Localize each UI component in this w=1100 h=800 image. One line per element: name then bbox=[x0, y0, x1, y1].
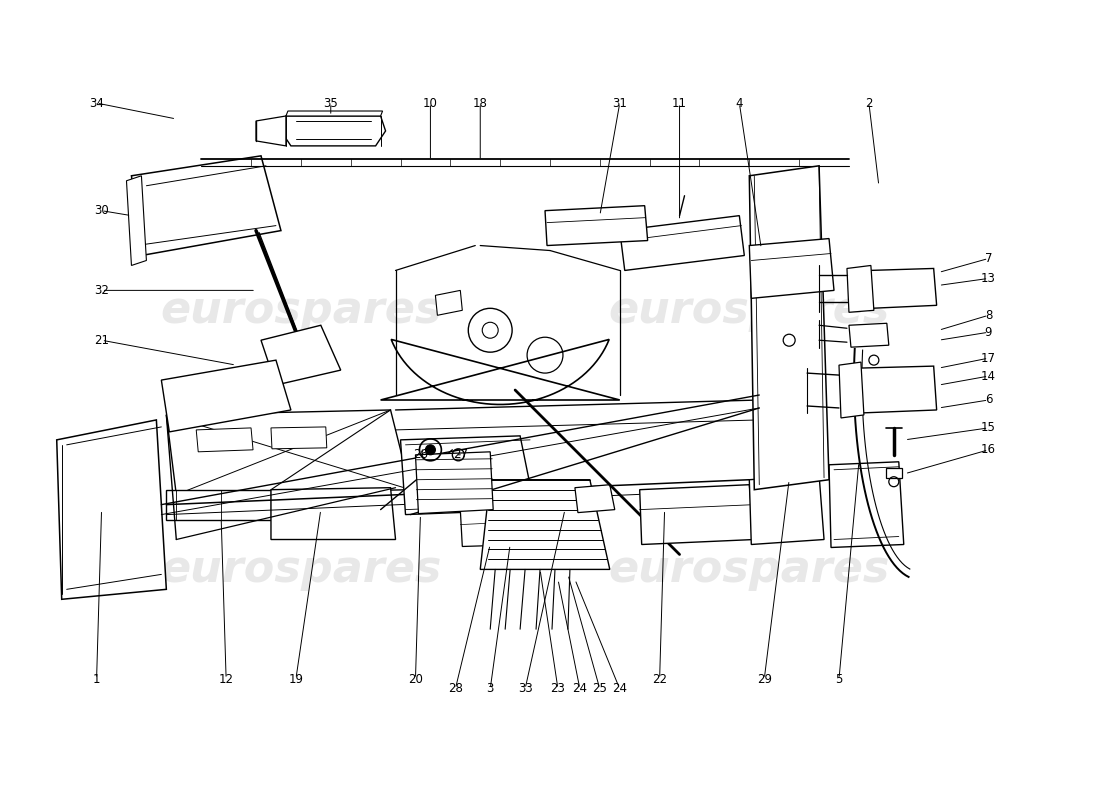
Polygon shape bbox=[575, 485, 615, 513]
Polygon shape bbox=[271, 427, 327, 449]
Text: 15: 15 bbox=[981, 422, 996, 434]
Text: 8: 8 bbox=[984, 309, 992, 322]
Text: 25: 25 bbox=[593, 682, 607, 695]
Text: 4: 4 bbox=[736, 97, 744, 110]
Polygon shape bbox=[400, 436, 535, 514]
Polygon shape bbox=[869, 269, 937, 308]
Text: 12: 12 bbox=[219, 673, 233, 686]
Polygon shape bbox=[829, 462, 904, 547]
Text: eurospares: eurospares bbox=[608, 289, 890, 332]
Polygon shape bbox=[381, 339, 619, 405]
Polygon shape bbox=[849, 323, 889, 347]
Text: 32: 32 bbox=[95, 284, 109, 297]
Text: 13: 13 bbox=[981, 272, 996, 285]
Text: eurospares: eurospares bbox=[161, 548, 441, 591]
Polygon shape bbox=[196, 428, 253, 452]
Polygon shape bbox=[749, 166, 829, 490]
Polygon shape bbox=[460, 508, 525, 546]
Text: 27: 27 bbox=[453, 448, 468, 462]
Polygon shape bbox=[544, 206, 648, 246]
Polygon shape bbox=[132, 156, 280, 255]
Polygon shape bbox=[749, 474, 824, 545]
Text: 6: 6 bbox=[984, 394, 992, 406]
Text: 34: 34 bbox=[89, 97, 104, 110]
Polygon shape bbox=[286, 111, 383, 116]
Text: eurospares: eurospares bbox=[608, 548, 890, 591]
Text: 23: 23 bbox=[550, 682, 565, 695]
Text: 30: 30 bbox=[95, 204, 109, 217]
Text: 19: 19 bbox=[288, 673, 304, 686]
Text: 18: 18 bbox=[473, 97, 487, 110]
Polygon shape bbox=[859, 366, 937, 413]
Text: 31: 31 bbox=[613, 97, 627, 110]
Polygon shape bbox=[839, 362, 864, 418]
Polygon shape bbox=[126, 176, 146, 266]
Text: 26: 26 bbox=[412, 448, 428, 462]
Text: 16: 16 bbox=[981, 443, 996, 456]
Polygon shape bbox=[280, 116, 386, 146]
Polygon shape bbox=[749, 238, 834, 298]
Polygon shape bbox=[640, 485, 755, 545]
Text: 14: 14 bbox=[981, 370, 996, 382]
Text: 21: 21 bbox=[95, 334, 109, 346]
Text: 2: 2 bbox=[865, 97, 872, 110]
Polygon shape bbox=[481, 480, 609, 570]
Polygon shape bbox=[886, 468, 902, 478]
Text: 3: 3 bbox=[486, 682, 494, 695]
Polygon shape bbox=[261, 326, 341, 385]
Text: 24: 24 bbox=[613, 682, 627, 695]
Text: 29: 29 bbox=[757, 673, 772, 686]
Polygon shape bbox=[416, 452, 493, 514]
Text: 1: 1 bbox=[92, 673, 100, 686]
Polygon shape bbox=[619, 216, 745, 270]
Text: 11: 11 bbox=[672, 97, 688, 110]
Text: 5: 5 bbox=[835, 673, 843, 686]
Polygon shape bbox=[847, 266, 873, 312]
Text: 9: 9 bbox=[984, 326, 992, 338]
Polygon shape bbox=[436, 290, 462, 315]
Polygon shape bbox=[271, 488, 396, 539]
Text: 35: 35 bbox=[323, 97, 338, 110]
Text: eurospares: eurospares bbox=[161, 289, 441, 332]
Polygon shape bbox=[57, 420, 166, 599]
Circle shape bbox=[426, 445, 436, 455]
Text: 20: 20 bbox=[408, 673, 422, 686]
Text: 28: 28 bbox=[448, 682, 463, 695]
Text: 7: 7 bbox=[984, 252, 992, 265]
Polygon shape bbox=[162, 360, 290, 432]
Polygon shape bbox=[166, 410, 410, 494]
Polygon shape bbox=[166, 490, 271, 519]
Polygon shape bbox=[256, 116, 286, 146]
Text: 24: 24 bbox=[572, 682, 587, 695]
Text: 17: 17 bbox=[981, 352, 996, 365]
Text: 22: 22 bbox=[652, 673, 667, 686]
Text: 33: 33 bbox=[518, 682, 532, 695]
Text: 10: 10 bbox=[424, 97, 438, 110]
